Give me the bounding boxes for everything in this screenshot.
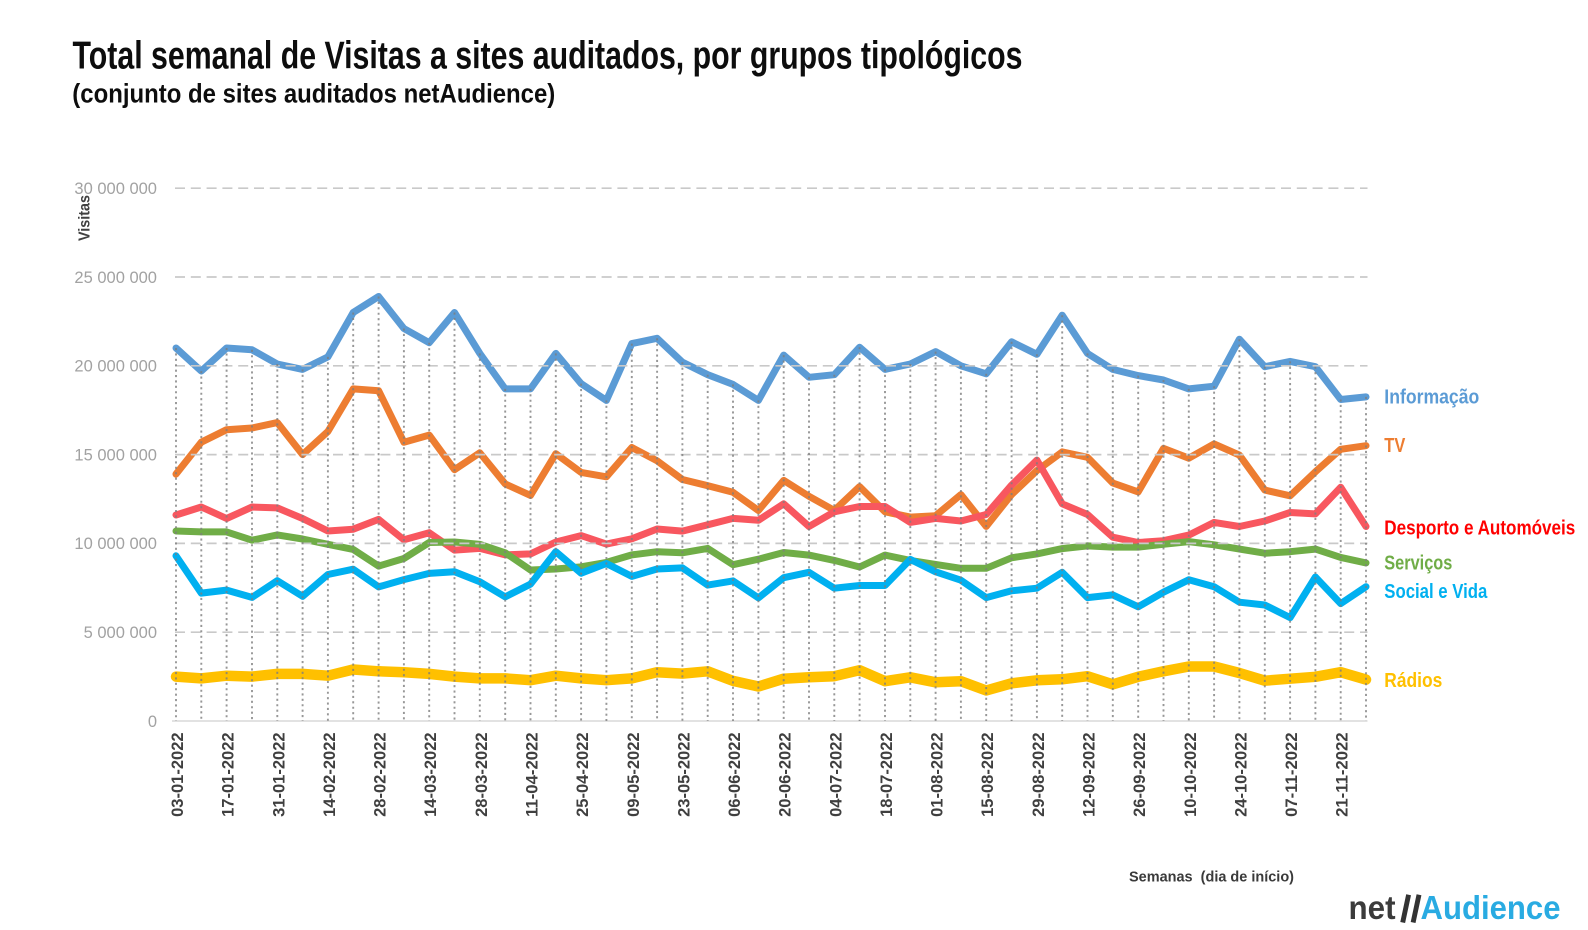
svg-text:01-08-2022: 01-08-2022 xyxy=(928,732,947,817)
svg-text:Audience: Audience xyxy=(1421,889,1561,926)
svg-text:12-09-2022: 12-09-2022 xyxy=(1080,732,1099,817)
svg-text:10 000 000: 10 000 000 xyxy=(74,535,157,553)
svg-text:Informação: Informação xyxy=(1384,386,1479,408)
svg-text:5 000 000: 5 000 000 xyxy=(84,624,157,642)
svg-text:30 000 000: 30 000 000 xyxy=(74,180,157,198)
svg-text:03-01-2022: 03-01-2022 xyxy=(168,732,187,817)
svg-text:17-01-2022: 17-01-2022 xyxy=(219,732,238,817)
svg-text:25-04-2022: 25-04-2022 xyxy=(573,732,592,817)
svg-text:14-02-2022: 14-02-2022 xyxy=(320,732,339,817)
svg-text:(conjunto de sites auditados n: (conjunto de sites auditados netAudience… xyxy=(72,79,555,109)
svg-text:21-11-2022: 21-11-2022 xyxy=(1333,732,1352,817)
svg-text:Serviços: Serviços xyxy=(1384,553,1452,575)
svg-text:29-08-2022: 29-08-2022 xyxy=(1029,732,1048,817)
svg-text:18-07-2022: 18-07-2022 xyxy=(877,732,896,817)
svg-text:Desporto e Automóveis: Desporto e Automóveis xyxy=(1384,517,1575,539)
svg-text:06-06-2022: 06-06-2022 xyxy=(725,732,744,817)
svg-text:15 000 000: 15 000 000 xyxy=(74,446,157,464)
svg-text:23-05-2022: 23-05-2022 xyxy=(674,732,693,817)
svg-text:26-09-2022: 26-09-2022 xyxy=(1130,732,1149,817)
svg-text:Social e Vida: Social e Vida xyxy=(1384,581,1488,603)
svg-text:Rádios: Rádios xyxy=(1384,670,1442,692)
svg-text:TV: TV xyxy=(1384,435,1405,457)
svg-text:Visitas: Visitas xyxy=(77,195,94,241)
svg-text:31-01-2022: 31-01-2022 xyxy=(269,732,288,817)
svg-text:25 000 000: 25 000 000 xyxy=(74,269,157,287)
svg-text:07-11-2022: 07-11-2022 xyxy=(1282,732,1301,817)
svg-text:04-07-2022: 04-07-2022 xyxy=(826,732,845,817)
svg-text:Semanas (dia de início): Semanas (dia de início) xyxy=(1129,868,1294,885)
svg-text:28-02-2022: 28-02-2022 xyxy=(371,732,390,817)
svg-text:09-05-2022: 09-05-2022 xyxy=(624,732,643,817)
svg-text:Total semanal de Visitas a sit: Total semanal de Visitas a sites auditad… xyxy=(73,35,1023,78)
svg-text:24-10-2022: 24-10-2022 xyxy=(1231,732,1250,817)
svg-text:28-03-2022: 28-03-2022 xyxy=(472,732,491,817)
svg-text:10-10-2022: 10-10-2022 xyxy=(1181,732,1200,817)
svg-text:0: 0 xyxy=(148,713,157,731)
svg-text:net: net xyxy=(1349,889,1396,926)
svg-text:20 000 000: 20 000 000 xyxy=(74,358,157,376)
svg-text:14-03-2022: 14-03-2022 xyxy=(421,732,440,817)
svg-text:11-04-2022: 11-04-2022 xyxy=(523,732,542,817)
svg-text:20-06-2022: 20-06-2022 xyxy=(776,732,795,817)
svg-text:15-08-2022: 15-08-2022 xyxy=(978,732,997,816)
